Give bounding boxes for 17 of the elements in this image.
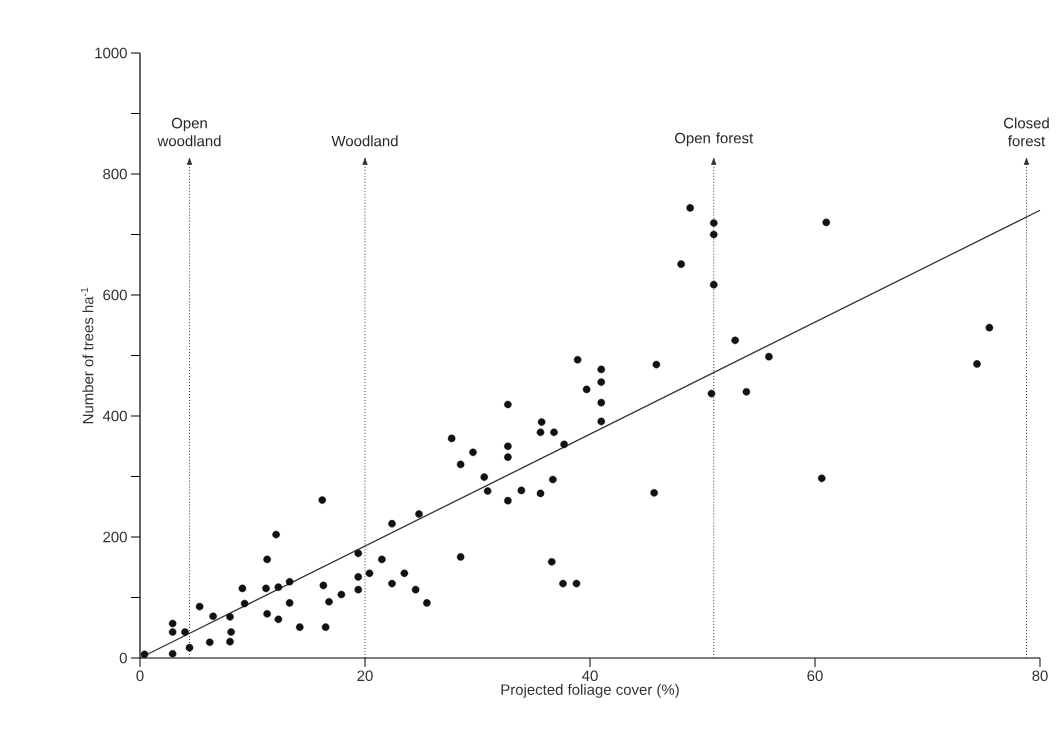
x-tick-label: 0	[136, 670, 144, 682]
y-tick-label: 0	[119, 652, 127, 664]
y-tick-label: 800	[103, 168, 127, 180]
ref-line-label: Woodland	[331, 135, 398, 147]
y-tick-label: 200	[103, 531, 127, 543]
y-tick-label: 400	[102, 410, 127, 422]
ref-line-label: Closed forest	[1004, 117, 1049, 147]
x-tick-label: 40	[582, 670, 598, 682]
ref-line-label: Open forest	[675, 132, 754, 147]
x-tick-label: 80	[1032, 670, 1048, 682]
y-tick-label: 600	[103, 289, 127, 301]
y-axis-title: Number of trees ha$^{-1}$	[80, 287, 94, 424]
x-tick-label: 60	[807, 670, 823, 682]
ref-line-label: Open woodland	[157, 117, 221, 147]
x-tick-label: 20	[357, 670, 373, 682]
x-axis-title: Projected foliage cover (%)	[501, 683, 679, 698]
y-tick-label: 1000	[95, 47, 127, 59]
